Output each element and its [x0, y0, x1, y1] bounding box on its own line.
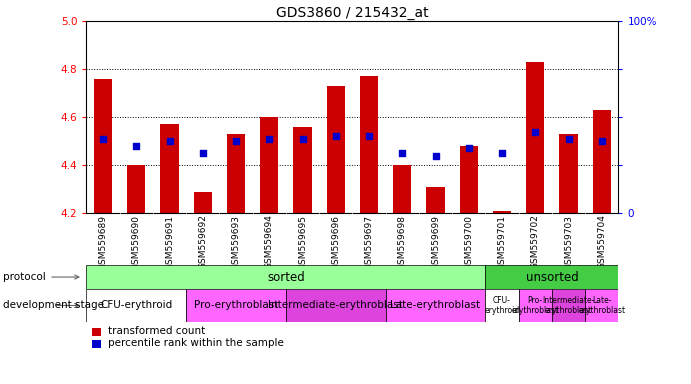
Point	[430, 152, 441, 159]
Bar	[560, 134, 578, 213]
Bar	[493, 211, 511, 213]
Bar	[127, 165, 145, 213]
Bar	[460, 146, 478, 213]
Bar	[227, 134, 245, 213]
Point	[596, 138, 607, 144]
Text: protocol: protocol	[3, 272, 79, 282]
Text: Pro-erythroblast: Pro-erythroblast	[194, 300, 278, 311]
Text: transformed count: transformed count	[108, 326, 205, 336]
Text: Intermediate-
erythroblast: Intermediate- erythroblast	[542, 296, 595, 315]
Point	[563, 136, 574, 142]
Bar	[160, 124, 179, 213]
Text: CFU-
erythroid: CFU- erythroid	[484, 296, 520, 315]
Text: CFU-erythroid: CFU-erythroid	[100, 300, 172, 311]
Point	[264, 136, 275, 142]
Bar	[585, 289, 618, 322]
Point	[231, 138, 242, 144]
Text: percentile rank within the sample: percentile rank within the sample	[108, 338, 283, 348]
Point	[330, 133, 341, 139]
Text: Intermediate-erythroblast: Intermediate-erythroblast	[268, 300, 404, 311]
Bar	[386, 289, 485, 322]
Point	[164, 138, 175, 144]
Bar	[260, 117, 278, 213]
Bar	[519, 289, 552, 322]
Text: Late-
erythroblast: Late- erythroblast	[578, 296, 625, 315]
Title: GDS3860 / 215432_at: GDS3860 / 215432_at	[276, 6, 428, 20]
Bar	[593, 110, 611, 213]
Bar	[86, 265, 485, 289]
Bar	[294, 127, 312, 213]
Bar	[92, 328, 102, 336]
Text: unsorted: unsorted	[526, 271, 578, 283]
Bar	[485, 265, 618, 289]
Bar	[94, 79, 112, 213]
Point	[530, 129, 541, 135]
Point	[363, 133, 375, 139]
Bar	[286, 289, 386, 322]
Bar	[92, 340, 102, 348]
Bar	[86, 289, 186, 322]
Text: sorted: sorted	[267, 271, 305, 283]
Bar	[552, 289, 585, 322]
Point	[297, 136, 308, 142]
Point	[497, 150, 508, 156]
Bar	[327, 86, 345, 213]
Point	[463, 145, 474, 151]
Text: development stage: development stage	[3, 300, 104, 311]
Bar	[360, 76, 378, 213]
Text: Pro-
erythroblast: Pro- erythroblast	[512, 296, 559, 315]
Point	[97, 136, 108, 142]
Bar	[426, 187, 445, 213]
Point	[197, 150, 208, 156]
Bar	[186, 289, 286, 322]
Bar	[485, 289, 519, 322]
Bar	[393, 165, 411, 213]
Text: Late-erythroblast: Late-erythroblast	[390, 300, 481, 311]
Point	[397, 150, 408, 156]
Point	[131, 143, 142, 149]
Bar	[526, 62, 545, 213]
Bar	[193, 192, 212, 213]
